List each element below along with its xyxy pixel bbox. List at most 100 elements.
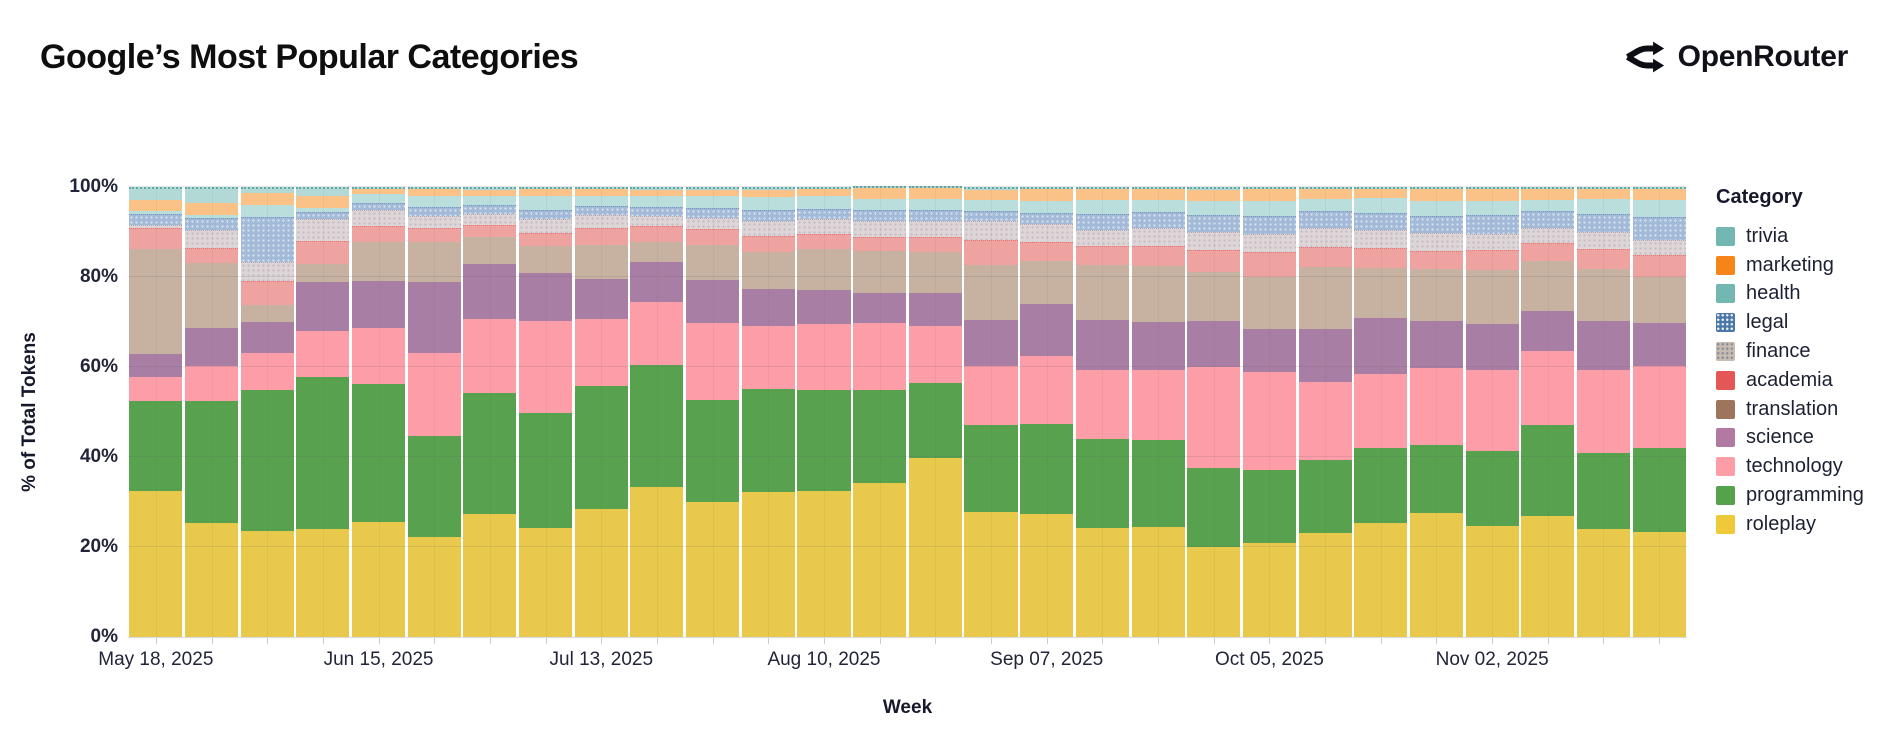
segment-academia[interactable] [1075,245,1129,266]
segment-academia[interactable] [1242,252,1296,277]
segment-academia[interactable] [1354,248,1408,269]
segment-marketing[interactable] [352,188,406,194]
segment-programming[interactable] [741,388,795,493]
segment-academia[interactable] [908,236,962,253]
segment-finance[interactable] [1632,240,1686,255]
segment-legal[interactable] [908,209,962,222]
segment-translation[interactable] [1465,270,1519,324]
segment-programming[interactable] [1075,438,1129,529]
segment-programming[interactable] [1020,423,1074,514]
segment-legal[interactable] [184,218,239,230]
segment-finance[interactable] [630,216,684,226]
bar-week-Aug 31, 2025[interactable] [964,187,1018,637]
segment-legal[interactable] [574,205,628,215]
segment-roleplay[interactable] [407,536,461,637]
segment-marketing[interactable] [1409,188,1463,201]
segment-health[interactable] [1632,200,1686,217]
bar-week-Oct 26, 2025[interactable] [1409,186,1463,637]
segment-technology[interactable] [574,318,628,387]
segment-programming[interactable] [630,364,684,488]
legend-item-health[interactable]: health [1716,280,1876,309]
segment-finance[interactable] [1354,229,1408,249]
segment-trivia[interactable] [407,186,461,189]
segment-roleplay[interactable] [519,528,573,637]
segment-academia[interactable] [574,228,628,246]
segment-technology[interactable] [797,324,851,390]
segment-roleplay[interactable] [1354,522,1408,637]
segment-trivia[interactable] [1131,187,1185,190]
segment-roleplay[interactable] [1242,542,1296,637]
segment-marketing[interactable] [1242,188,1296,202]
segment-science[interactable] [1187,321,1241,367]
segment-science[interactable] [184,328,239,366]
segment-science[interactable] [853,293,907,324]
segment-translation[interactable] [1354,268,1408,318]
segment-legal[interactable] [1465,214,1519,235]
bar-week-Aug 17, 2025[interactable] [853,185,907,637]
bar-week-Sep 28, 2025[interactable] [1187,187,1241,637]
segment-academia[interactable] [129,227,183,249]
segment-trivia[interactable] [296,187,350,196]
segment-academia[interactable] [1521,242,1575,261]
bar-week-Jun 01, 2025[interactable] [240,187,294,637]
segment-technology[interactable] [1521,351,1575,425]
segment-trivia[interactable] [1521,186,1575,189]
segment-marketing[interactable] [1632,189,1686,201]
segment-marketing[interactable] [908,187,962,199]
segment-programming[interactable] [1298,459,1352,534]
segment-roleplay[interactable] [1131,526,1185,637]
segment-legal[interactable] [129,214,183,225]
segment-technology[interactable] [463,319,517,393]
segment-legal[interactable] [686,207,740,218]
segment-marketing[interactable] [129,200,183,212]
segment-health[interactable] [1187,201,1241,215]
segment-health[interactable] [519,196,573,210]
segment-programming[interactable] [1354,448,1408,523]
segment-translation[interactable] [574,245,628,279]
segment-technology[interactable] [1409,368,1463,445]
segment-health[interactable] [964,199,1018,212]
segment-health[interactable] [296,207,350,213]
segment-legal[interactable] [1632,216,1686,241]
segment-finance[interactable] [1075,229,1129,246]
segment-trivia[interactable] [240,187,294,193]
segment-academia[interactable] [240,280,294,306]
segment-marketing[interactable] [1354,189,1408,199]
bar-week-Aug 24, 2025[interactable] [908,185,962,637]
segment-marketing[interactable] [1187,189,1241,202]
segment-roleplay[interactable] [1298,533,1352,637]
segment-marketing[interactable] [407,188,461,196]
segment-marketing[interactable] [1131,189,1185,201]
segment-academia[interactable] [1187,250,1241,272]
bar-week-Aug 10, 2025[interactable] [797,187,851,637]
segment-academia[interactable] [1131,245,1185,267]
segment-programming[interactable] [1576,452,1631,530]
segment-academia[interactable] [1409,250,1463,270]
segment-roleplay[interactable] [184,522,239,637]
segment-trivia[interactable] [964,187,1018,190]
segment-roleplay[interactable] [1409,513,1463,637]
segment-trivia[interactable] [352,186,406,189]
segment-marketing[interactable] [574,189,628,196]
segment-programming[interactable] [797,389,851,491]
segment-technology[interactable] [1632,366,1686,448]
legend-item-academia[interactable]: academia [1716,366,1876,395]
segment-roleplay[interactable] [352,522,406,637]
segment-trivia[interactable] [797,187,851,190]
segment-roleplay[interactable] [686,502,740,637]
segment-trivia[interactable] [129,187,183,201]
segment-technology[interactable] [129,376,183,401]
segment-trivia[interactable] [519,187,573,190]
legend-item-legal[interactable]: legal [1716,308,1876,337]
segment-programming[interactable] [1521,424,1575,516]
segment-translation[interactable] [1242,276,1296,330]
segment-finance[interactable] [1187,231,1241,250]
segment-translation[interactable] [1131,266,1185,323]
segment-marketing[interactable] [853,187,907,199]
segment-trivia[interactable] [1020,186,1074,189]
segment-translation[interactable] [1632,276,1686,324]
segment-translation[interactable] [184,263,239,329]
segment-roleplay[interactable] [908,457,962,637]
legend-item-translation[interactable]: translation [1716,395,1876,424]
segment-trivia[interactable] [1242,186,1296,189]
